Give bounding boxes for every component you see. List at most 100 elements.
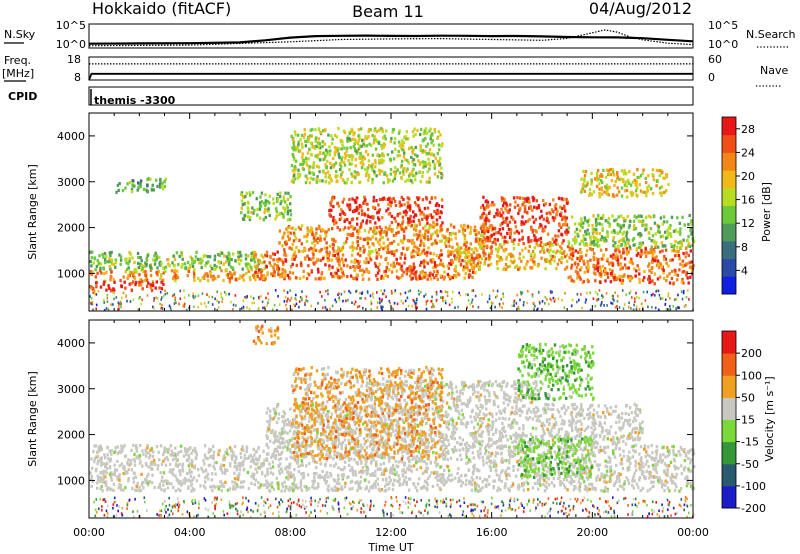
power-region-7 — [479, 195, 570, 245]
xtick-label-3: 12:00 — [375, 526, 407, 539]
xtick-label-4: 16:00 — [476, 526, 508, 539]
colorbar-label-1: 8 — [741, 241, 748, 254]
beam-title: Beam 11 — [352, 2, 424, 21]
noise-left-tick-bottom: 10^0 — [56, 38, 86, 51]
ytick-label-0: 1000 — [57, 267, 85, 280]
freq-tick-top: 18 — [67, 53, 81, 66]
colorbar-swatch-6 — [722, 170, 736, 189]
colorbar-label-4: 20 — [741, 170, 755, 183]
freq-tick-bottom: 8 — [74, 71, 81, 84]
freq-series-0 — [88, 72, 693, 81]
noise-right-tick-top: 10^5 — [708, 19, 738, 32]
velocity-region-4 — [517, 342, 595, 402]
velocity-region-3 — [290, 365, 444, 461]
colorbar-swatch-7 — [722, 331, 736, 354]
ytick-label-3: 4000 — [57, 337, 85, 350]
power-region-11 — [240, 191, 293, 222]
velocity-region-0 — [89, 443, 696, 493]
colorbar-swatch-4 — [722, 397, 736, 420]
nave-label: Nave — [760, 64, 788, 77]
colorbar-label-2: 50 — [741, 391, 755, 404]
colorbar-swatch-2 — [722, 441, 736, 465]
date-title: 04/Aug/2012 — [589, 0, 692, 18]
n-search-label: N.Search — [746, 28, 796, 41]
colorbar-label-7: -200 — [741, 502, 766, 515]
colorbar-label-1: 100 — [741, 369, 762, 382]
freq-label: Freq. — [4, 54, 31, 67]
noise-right-tick-bottom: 10^0 — [708, 38, 738, 51]
xtick-label-5: 20:00 — [576, 526, 608, 539]
colorbar-swatch-5 — [722, 187, 736, 206]
ytick-label-2: 3000 — [57, 383, 85, 396]
colorbar-swatch-7 — [722, 152, 736, 171]
colorbar-label-5: -50 — [741, 458, 759, 471]
colorbar-label-2: 12 — [741, 217, 755, 230]
colorbar-label-5: 24 — [741, 146, 755, 159]
colorbar-label-3: 15 — [741, 414, 755, 427]
colorbar-swatch-5 — [722, 375, 736, 398]
power-ylabel: Slant Range [km] — [26, 164, 39, 260]
power-region-9 — [567, 213, 696, 249]
colorbar-swatch-3 — [722, 223, 736, 242]
colorbar-swatch-0 — [722, 485, 736, 509]
velocity-panel: Slant Range [km] 1000 2000 3000 4000 00:00 04… — [26, 319, 776, 554]
colorbar-label-4: -15 — [741, 436, 759, 449]
colorbar-frame — [721, 116, 737, 295]
colorbar-swatch-8 — [722, 134, 736, 153]
power-colorbar-label: Power [dB] — [760, 182, 773, 242]
nave-tick-bottom: 0 — [708, 71, 715, 84]
power-region-12 — [290, 126, 444, 185]
velocity-region-5 — [516, 435, 594, 479]
ytick-label-0: 1000 — [57, 474, 85, 487]
colorbar-swatch-9 — [722, 117, 736, 136]
power-region-13 — [580, 168, 670, 199]
power-region-2 — [89, 280, 165, 293]
power-region-1 — [89, 250, 268, 272]
noise-series-1 — [88, 29, 694, 47]
power-region-4 — [278, 223, 494, 254]
velocity-colorbar-label: Velocity [m s⁻¹] — [763, 376, 776, 461]
colorbar-swatch-1 — [722, 258, 736, 277]
nave-tick-top: 60 — [708, 53, 722, 66]
power-region-10 — [115, 177, 167, 194]
power-region-6 — [454, 241, 570, 272]
velocity-near-range-strip — [93, 496, 695, 519]
power-near-range-strip — [89, 289, 694, 312]
x-axis-title: Time UT — [367, 541, 413, 554]
cpid-value: themis -3300 — [94, 94, 176, 107]
noise-left-tick-top: 10^5 — [56, 19, 86, 32]
ytick-label-2: 3000 — [57, 176, 85, 189]
colorbar-label-0: 200 — [741, 347, 762, 360]
xtick-label-6: 00:00 — [677, 526, 709, 539]
cpid-label: CPID — [8, 90, 37, 103]
noise-panel: N.Sky 10^5 10^0 10^5 10^0 N.Search — [4, 19, 796, 51]
colorbar-label-6: 28 — [741, 123, 755, 136]
station-title: Hokkaido (fitACF) — [92, 0, 231, 18]
colorbar-label-6: -100 — [741, 480, 766, 493]
colorbar-swatch-2 — [722, 240, 736, 260]
colorbar-swatch-6 — [722, 353, 736, 376]
power-region-8 — [567, 245, 695, 286]
velocity-region-6 — [252, 324, 280, 346]
velocity-ylabel: Slant Range [km] — [26, 371, 39, 467]
ytick-label-3: 4000 — [57, 130, 85, 143]
colorbar-swatch-0 — [722, 276, 736, 295]
xtick-label-0: 00:00 — [73, 526, 105, 539]
freq-panel: Freq. [MHz] 18 8 60 0 Nave — [2, 53, 788, 87]
colorbar-swatch-4 — [722, 205, 736, 224]
noise-series-0 — [88, 34, 694, 45]
colorbar-swatch-1 — [722, 463, 736, 487]
colorbar-label-3: 16 — [741, 194, 755, 207]
cpid-panel: CPID themis -3300 — [8, 86, 694, 107]
colorbar-label-0: 4 — [741, 264, 748, 277]
power-panel: Slant Range [km] 1000 2000 3000 4000 4 8 12 16… — [26, 112, 773, 312]
power-region-5 — [328, 195, 444, 226]
colorbar-swatch-3 — [722, 419, 736, 443]
freq-unit: [MHz] — [2, 67, 34, 80]
xtick-label-1: 04:00 — [174, 526, 206, 539]
ytick-label-1: 2000 — [57, 222, 85, 235]
n-sky-label: N.Sky — [4, 28, 36, 41]
ytick-label-1: 2000 — [57, 429, 85, 442]
power-region-3 — [253, 250, 482, 281]
